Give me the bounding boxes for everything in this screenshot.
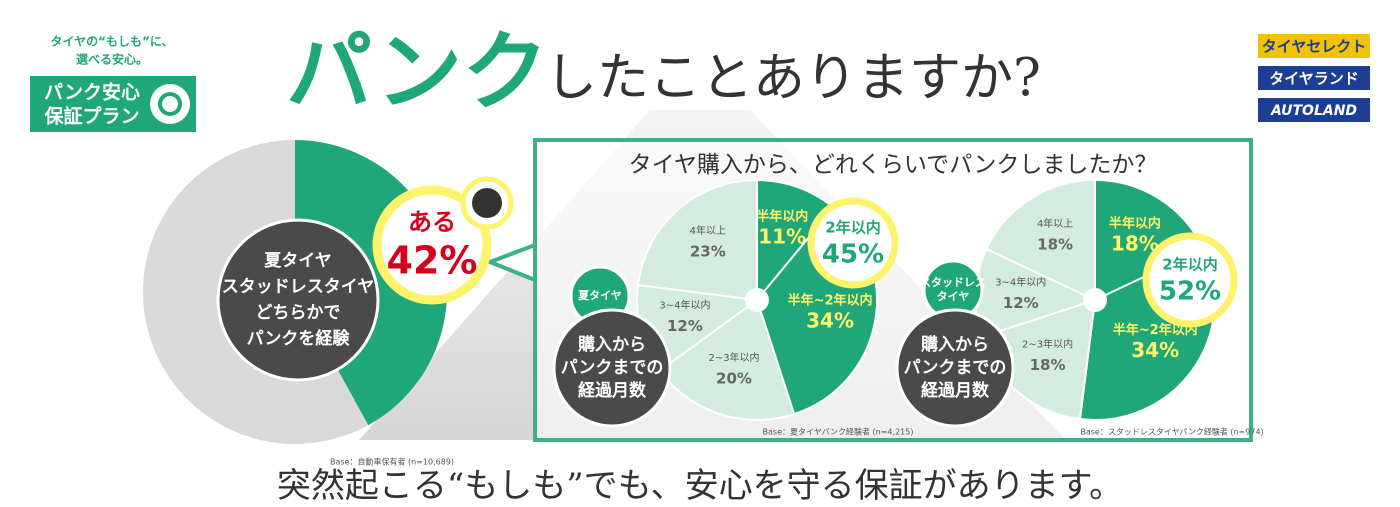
brand-box [1258, 34, 1370, 58]
callout-value: 42% [387, 239, 478, 283]
badge-label: 夏タイヤ [578, 289, 622, 302]
pie-slice [636, 178, 758, 302]
tire-icon [472, 188, 502, 218]
slice-value: 34% [1131, 338, 1179, 362]
slice-category: 2~3年以内 [1022, 337, 1073, 350]
title: したことありますか? [545, 49, 1041, 109]
center-label: 経過月数 [921, 380, 990, 401]
base-note: Base：スタッドレスタイヤパンク経験者 (n=974) [1080, 427, 1263, 437]
hub [745, 288, 769, 312]
title-emphasis: パンク [286, 22, 548, 122]
tagline: タイヤの“もしも”に、 [50, 35, 173, 49]
tagline: 選べる安心。 [76, 52, 148, 67]
center-label: パンクまでの [561, 358, 664, 378]
callout-label: 2年以内 [825, 219, 880, 237]
slice-category: 3~4年以内 [659, 299, 710, 312]
slice-category: 4年以上 [1037, 217, 1073, 230]
brand: タイヤランド [1269, 70, 1359, 88]
slice-value: 11% [758, 224, 806, 248]
plan-logo: 保証プラン [43, 105, 139, 128]
center-circle [895, 308, 1015, 428]
callout-label: 2年以内 [1162, 256, 1217, 274]
footer: 突然起こる“もしも”でも、安心を守る保証があります。 [277, 466, 1123, 506]
question: タイヤ購入から、どれくらいでパンクしましたか？ [629, 152, 1158, 178]
slice-value: 18% [1030, 356, 1066, 374]
slice-value: 12% [667, 317, 703, 335]
callout [372, 185, 492, 305]
slice-category: 半年~2年以内 [1113, 322, 1198, 338]
center-circle [216, 218, 380, 382]
slice-value: 18% [1037, 236, 1073, 254]
callout [807, 197, 899, 289]
footer-bg [0, 440, 1400, 507]
brand-box [1258, 66, 1370, 90]
slice-value: 18% [1111, 232, 1159, 256]
center-label: 購入から [578, 334, 646, 355]
slice-value: 12% [1003, 294, 1039, 312]
base-note: Base：夏タイヤパンク経験者 (n=4,215) [763, 427, 914, 437]
center-label: スタッドレスタイヤ [222, 277, 375, 297]
callout-label: ある [408, 208, 456, 236]
brand-box [1258, 98, 1370, 122]
center-label: 購入から [921, 334, 989, 355]
badge-label: タイヤ [937, 290, 970, 303]
pie-slice [985, 178, 1096, 302]
slice-category: 半年以内 [1109, 216, 1161, 232]
slice-category: 2~3年以内 [708, 351, 759, 364]
slice-value: 34% [806, 308, 854, 332]
slice-category: 4年以上 [690, 224, 726, 237]
brand: タイヤセレクト [1262, 38, 1367, 56]
callout-value: 52% [1159, 277, 1221, 307]
slice-category: 半年以内 [756, 208, 808, 224]
brand: AUTOLAND [1270, 103, 1357, 119]
center-label: 経過月数 [578, 380, 647, 401]
callout [1142, 232, 1238, 328]
slice-value: 23% [690, 243, 726, 261]
center-label: パンクまでの [904, 358, 1007, 378]
center-circle [552, 308, 672, 428]
callout-value: 45% [822, 240, 884, 270]
center-label: パンクを経験 [247, 328, 351, 349]
slice-category: 半年~2年以内 [788, 292, 873, 308]
slice-value: 20% [716, 369, 752, 387]
badge-label: スタッドレス [920, 276, 986, 289]
tire-icon [150, 84, 190, 124]
hub [1083, 288, 1107, 312]
slice-category: 3~4年以内 [995, 275, 1046, 288]
tire-icon [158, 92, 182, 116]
center-label: どちらかで [256, 303, 341, 323]
plan-logo: パンク安心 [44, 81, 140, 104]
base-note: Base：自動車保有者 (n=10,689) [330, 457, 454, 467]
center-label: 夏タイヤ [264, 251, 332, 271]
